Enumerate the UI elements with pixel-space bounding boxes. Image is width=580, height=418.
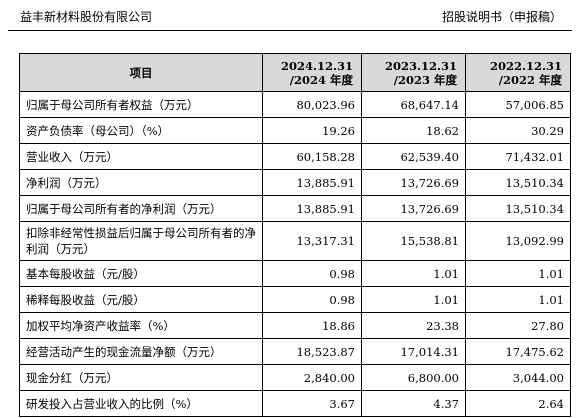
row-label: 净利润（万元） xyxy=(19,169,263,196)
table-row: 净利润（万元） 13,885.91 13,726.69 13,510.34 xyxy=(19,169,571,196)
table-row: 扣除非经常性损益后归属于母公司所有者的净利润（万元） 13,317.31 15,53… xyxy=(19,221,571,261)
cell-value: 68,647.14 xyxy=(361,91,466,118)
row-label: 现金分红（万元） xyxy=(19,364,263,391)
cell-value: 30.29 xyxy=(465,117,571,144)
cell-value: 1.01 xyxy=(465,260,571,287)
cell-value: 0.98 xyxy=(262,260,362,287)
cell-value: 4.37 xyxy=(361,390,466,417)
row-label: 稀释每股收益（元/股） xyxy=(19,286,263,313)
cell-value: 13,510.34 xyxy=(465,169,571,196)
cell-value: 13,885.91 xyxy=(262,195,362,222)
cell-value: 3,044.00 xyxy=(465,364,571,391)
cell-value: 13,317.31 xyxy=(262,221,362,261)
row-label: 研发投入占营业收入的比例（%） xyxy=(19,390,263,417)
page-header: 益丰新材料股份有限公司 招股说明书（申报稿） xyxy=(8,8,572,31)
column-header-2024: 2024.12.31 /2024 年度 xyxy=(262,53,362,92)
cell-value: 57,006.85 xyxy=(465,91,571,118)
column-header-2023: 2023.12.31 /2023 年度 xyxy=(361,53,466,92)
company-name: 益丰新材料股份有限公司 xyxy=(20,10,153,24)
cell-value: 27.80 xyxy=(465,312,571,339)
row-label: 加权平均净资产收益率（%） xyxy=(19,312,263,339)
cell-value: 71,432.01 xyxy=(465,143,571,170)
cell-value: 2,840.00 xyxy=(262,364,362,391)
cell-value: 18.86 xyxy=(262,312,362,339)
cell-value: 0.98 xyxy=(262,286,362,313)
row-label: 归属于母公司所有者权益（万元） xyxy=(19,91,263,118)
table-row: 稀释每股收益（元/股） 0.98 1.01 1.01 xyxy=(19,286,571,313)
table-body: 归属于母公司所有者权益（万元） 80,023.96 68,647.14 57,006.… xyxy=(19,91,571,417)
table-row: 研发投入占营业收入的比例（%） 3.67 4.37 2.64 xyxy=(19,390,571,417)
cell-value: 15,538.81 xyxy=(361,221,466,261)
cell-value: 6,800.00 xyxy=(361,364,466,391)
cell-value: 60,158.28 xyxy=(262,143,362,170)
row-label: 归属于母公司所有者的净利润（万元） xyxy=(19,195,263,222)
cell-value: 13,092.99 xyxy=(465,221,571,261)
row-label: 资产负债率（母公司）（%） xyxy=(19,117,263,144)
table-row: 营业收入（万元） 60,158.28 62,539.40 71,432.01 xyxy=(19,143,571,170)
table-header-row: 项目 2024.12.31 /2024 年度 2023.12.31 /2023 … xyxy=(19,53,571,92)
cell-value: 3.67 xyxy=(262,390,362,417)
cell-value: 13,510.34 xyxy=(465,195,571,222)
row-label: 基本每股收益（元/股） xyxy=(19,260,263,287)
financial-data-table: 项目 2024.12.31 /2024 年度 2023.12.31 /2023 … xyxy=(19,53,571,417)
column-header-date: 2024.12.31 xyxy=(280,58,353,73)
table-row: 经营活动产生的现金流量净额（万元） 18,523.87 17,014.31 17,47… xyxy=(19,338,571,365)
cell-value: 17,014.31 xyxy=(361,338,466,365)
table-row: 现金分红（万元） 2,840.00 6,800.00 3,044.00 xyxy=(19,364,571,391)
table-row: 资产负债率（母公司）（%） 19.26 18.62 30.29 xyxy=(19,117,571,144)
column-header-date: 2023.12.31 xyxy=(384,58,457,73)
cell-value: 18,523.87 xyxy=(262,338,362,365)
cell-value: 23.38 xyxy=(361,312,466,339)
column-header-2022: 2022.12.31 /2022 年度 xyxy=(465,53,571,92)
column-header-item: 项目 xyxy=(19,53,263,92)
document-title: 招股说明书（申报稿） xyxy=(441,10,562,24)
table-row: 基本每股收益（元/股） 0.98 1.01 1.01 xyxy=(19,260,571,287)
cell-value: 13,885.91 xyxy=(262,169,362,196)
table-row: 归属于母公司所有者权益（万元） 80,023.96 68,647.14 57,006.… xyxy=(19,91,571,118)
cell-value: 1.01 xyxy=(465,286,571,313)
cell-value: 62,539.40 xyxy=(361,143,466,170)
cell-value: 1.01 xyxy=(361,260,466,287)
table-row: 归属于母公司所有者的净利润（万元） 13,885.91 13,726.69 13,51… xyxy=(19,195,571,222)
cell-value: 18.62 xyxy=(361,117,466,144)
column-header-label: 项目 xyxy=(129,65,153,80)
column-header-year: /2022 年度 xyxy=(498,72,562,87)
column-header-year: /2023 年度 xyxy=(393,72,457,87)
column-header-date: 2022.12.31 xyxy=(489,58,562,73)
cell-value: 13,726.69 xyxy=(361,195,466,222)
cell-value: 1.01 xyxy=(361,286,466,313)
row-label: 扣除非经常性损益后归属于母公司所有者的净利润（万元） xyxy=(19,221,263,261)
cell-value: 80,023.96 xyxy=(262,91,362,118)
cell-value: 13,726.69 xyxy=(361,169,466,196)
table-row: 加权平均净资产收益率（%） 18.86 23.38 27.80 xyxy=(19,312,571,339)
column-header-year: /2024 年度 xyxy=(289,72,353,87)
cell-value: 19.26 xyxy=(262,117,362,144)
cell-value: 2.64 xyxy=(465,390,571,417)
row-label: 经营活动产生的现金流量净额（万元） xyxy=(19,338,263,365)
cell-value: 17,475.62 xyxy=(465,338,571,365)
row-label: 营业收入（万元） xyxy=(19,143,263,170)
